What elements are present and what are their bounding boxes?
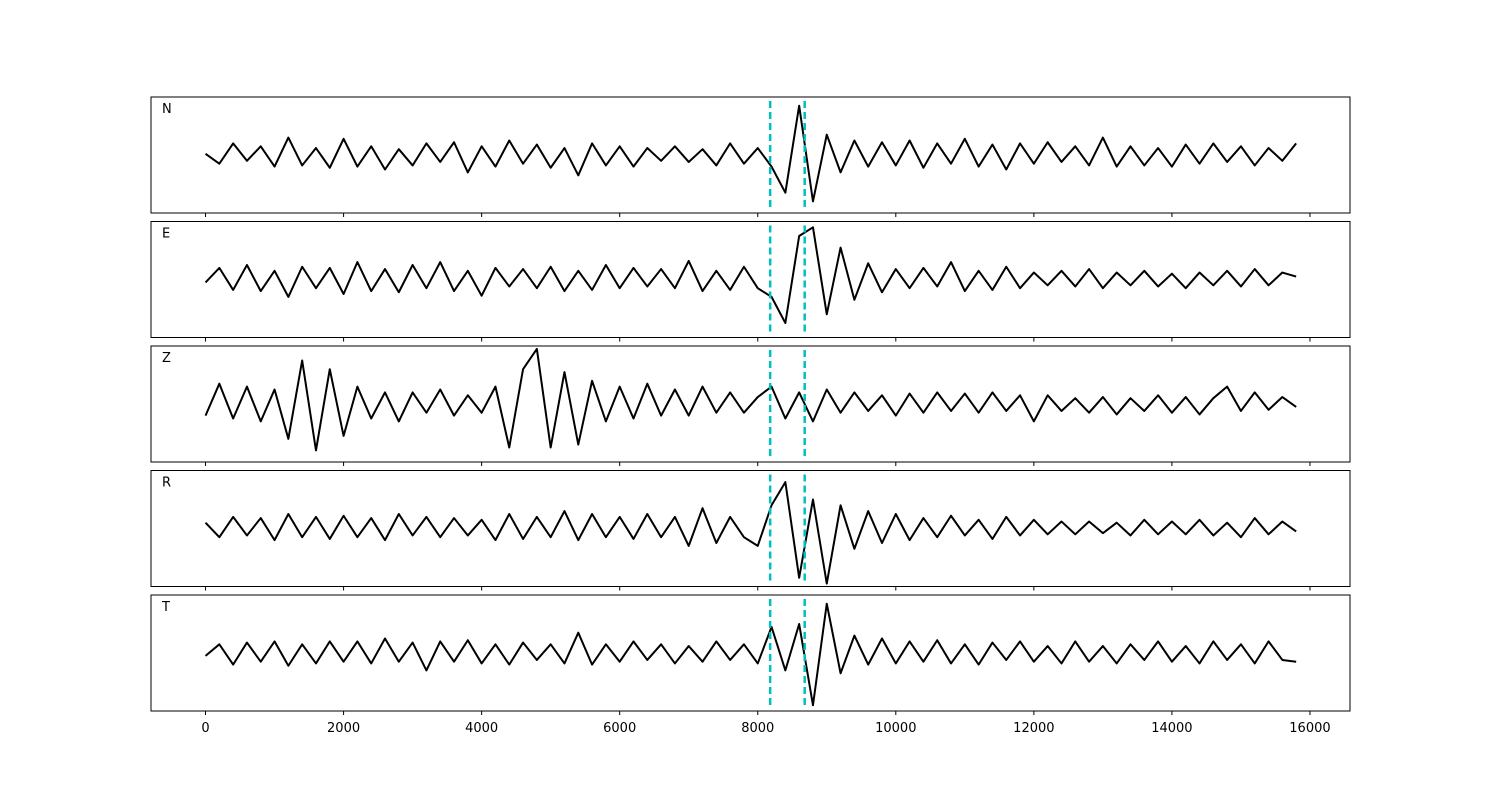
trace [204, 602, 1297, 707]
panel-frame [150, 221, 1351, 338]
x-tick-label: 0 [201, 721, 209, 736]
panel-frame [150, 345, 1351, 463]
panel-frame [150, 470, 1351, 587]
x-tick-label: 8000 [741, 721, 774, 736]
trace [204, 347, 1297, 452]
panel-label: T [161, 600, 170, 615]
x-tick-label: 16000 [1289, 721, 1330, 736]
x-tick-label: 12000 [1013, 721, 1054, 736]
panel-label: N [162, 102, 172, 117]
x-tick-label: 14000 [1151, 721, 1192, 736]
x-tick-label: 2000 [327, 721, 360, 736]
panel-frame [150, 96, 1351, 214]
trace [204, 481, 1297, 585]
panel-label: Z [162, 351, 171, 366]
x-tick-label: 6000 [603, 721, 636, 736]
trace [204, 104, 1297, 203]
panel-label: R [162, 476, 171, 491]
x-tick-label: 10000 [875, 721, 916, 736]
panel-label: E [162, 227, 170, 242]
x-tick-label: 4000 [465, 721, 498, 736]
trace [204, 226, 1297, 324]
panel-frame [150, 594, 1351, 712]
